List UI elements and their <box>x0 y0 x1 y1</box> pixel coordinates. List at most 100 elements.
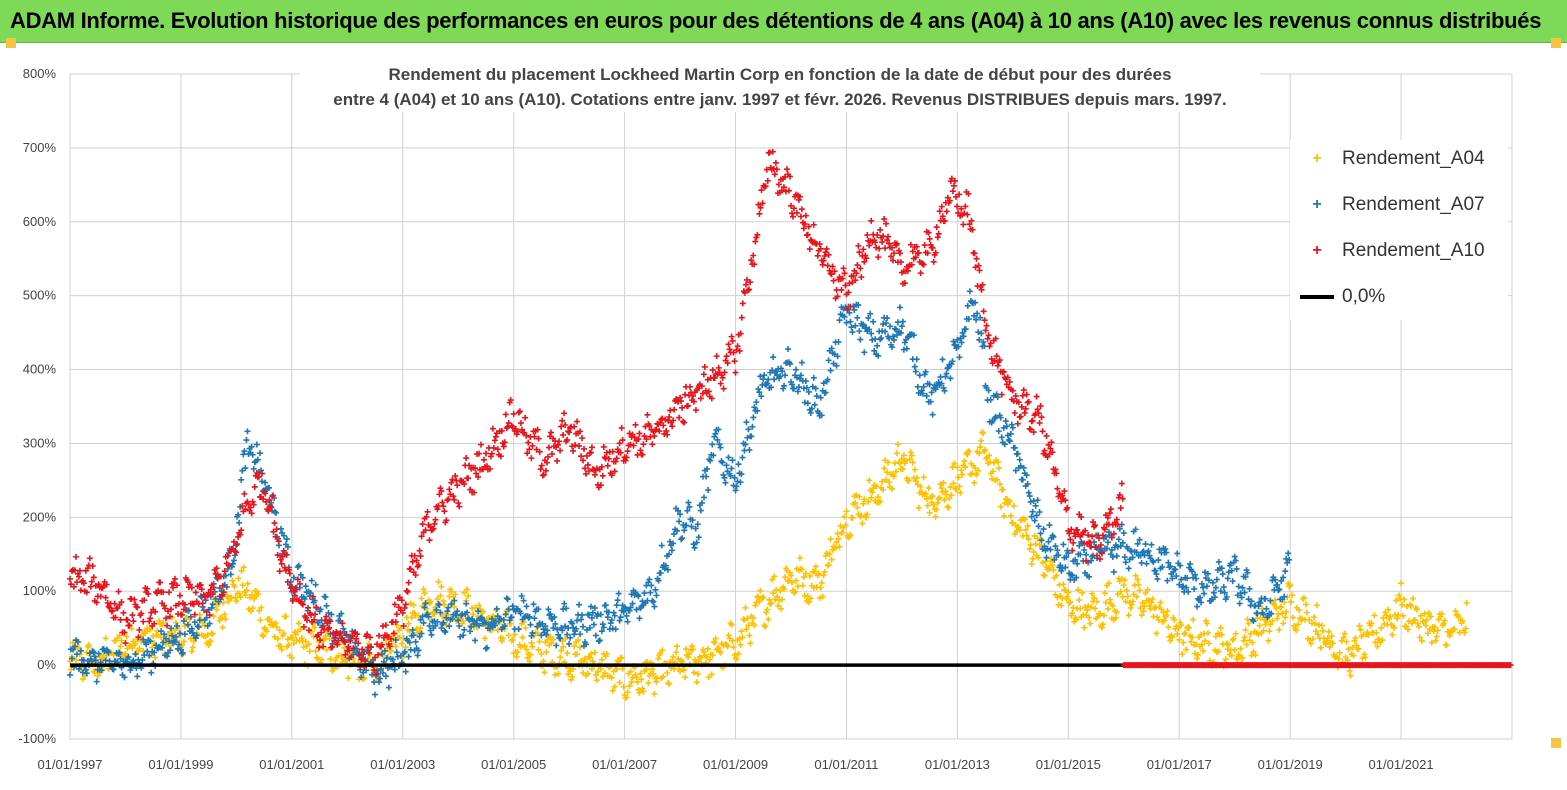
data-point-a04 <box>1463 599 1470 606</box>
data-point-a10 <box>454 482 461 489</box>
data-point-a04 <box>1395 611 1402 618</box>
data-point-a07 <box>328 611 335 618</box>
data-point-a04 <box>1352 634 1359 641</box>
data-point-a04 <box>564 650 571 657</box>
data-point-a07 <box>381 647 388 654</box>
data-point-a07 <box>1003 423 1010 430</box>
data-point-a04 <box>937 481 944 488</box>
data-point-a10 <box>1026 425 1033 432</box>
data-point-a04 <box>238 567 245 574</box>
data-point-a10 <box>1035 410 1042 417</box>
data-point-a07 <box>1113 553 1120 560</box>
data-point-a07 <box>761 372 768 379</box>
data-point-a04 <box>1127 604 1134 611</box>
data-point-a07 <box>224 565 231 572</box>
data-point-a10 <box>88 578 95 585</box>
data-point-a10 <box>585 468 592 475</box>
data-point-a07 <box>273 509 279 516</box>
data-point-a10 <box>545 444 552 451</box>
data-point-a04 <box>1383 612 1390 619</box>
data-point-a07 <box>567 634 574 641</box>
data-point-a10 <box>225 562 232 569</box>
data-point-a10 <box>985 332 992 339</box>
data-point-a10 <box>927 241 934 248</box>
data-point-a04 <box>1279 610 1286 617</box>
data-point-a07 <box>658 542 665 549</box>
data-point-a10 <box>786 173 793 180</box>
data-point-a10 <box>1011 410 1018 417</box>
data-point-a07 <box>589 609 596 616</box>
data-point-a10 <box>671 406 678 413</box>
data-point-a10 <box>437 485 444 492</box>
data-point-a07 <box>73 651 80 658</box>
data-point-a10 <box>272 533 279 540</box>
data-point-a07 <box>376 679 382 686</box>
data-point-a10 <box>890 257 897 264</box>
data-point-a04 <box>558 647 565 654</box>
data-point-a04 <box>1109 602 1116 609</box>
data-point-a10 <box>129 612 136 619</box>
data-point-a04 <box>1180 639 1187 646</box>
data-point-a07 <box>824 376 831 383</box>
data-point-a07 <box>228 563 235 570</box>
data-point-a04 <box>1353 642 1360 649</box>
data-point-a10 <box>737 330 744 337</box>
data-point-a07 <box>866 326 873 333</box>
data-point-a04 <box>697 655 704 662</box>
data-point-a04 <box>132 641 139 648</box>
data-point-a07 <box>653 592 660 599</box>
data-point-a04 <box>568 676 575 683</box>
data-point-a10 <box>1017 413 1024 420</box>
data-point-a10 <box>571 423 578 430</box>
data-point-a07 <box>116 649 123 656</box>
data-point-a04 <box>833 539 840 546</box>
data-point-a04 <box>623 694 630 701</box>
data-point-a04 <box>102 635 109 642</box>
data-point-a10 <box>637 447 644 454</box>
data-point-a07 <box>372 691 379 698</box>
y-tick-label: -100% <box>18 731 56 746</box>
data-point-a04 <box>976 450 983 457</box>
data-point-a04 <box>314 655 321 662</box>
corner-top-left-marker <box>6 38 16 48</box>
data-point-a04 <box>1428 639 1435 646</box>
data-point-a10 <box>378 641 385 648</box>
data-point-a04 <box>892 468 899 475</box>
data-point-a10 <box>1078 514 1085 521</box>
data-point-a10 <box>725 341 732 348</box>
data-point-a07 <box>1191 585 1198 592</box>
data-point-a10 <box>881 216 888 223</box>
data-point-a10 <box>439 499 446 506</box>
data-point-a07 <box>978 330 985 337</box>
data-point-a07 <box>938 380 945 387</box>
data-point-a07 <box>416 633 423 640</box>
data-point-a04 <box>688 643 695 650</box>
data-point-a07 <box>1169 575 1176 582</box>
data-point-a10 <box>1092 522 1099 529</box>
data-point-a07 <box>1029 508 1036 515</box>
data-point-a10 <box>1021 409 1028 416</box>
data-point-a07 <box>1192 571 1199 578</box>
data-point-a07 <box>597 611 604 618</box>
data-point-a07 <box>674 527 681 534</box>
data-point-a04 <box>529 643 536 650</box>
data-point-a10 <box>904 267 911 274</box>
data-point-a07 <box>545 606 552 613</box>
data-point-a10 <box>635 436 642 443</box>
data-point-a04 <box>1140 608 1147 615</box>
data-point-a07 <box>1172 566 1179 573</box>
data-point-a10 <box>1087 539 1094 546</box>
data-point-a04 <box>136 645 143 652</box>
data-point-a10 <box>157 579 164 586</box>
data-point-a04 <box>693 679 700 686</box>
data-point-a04 <box>417 624 424 631</box>
data-point-a07 <box>742 441 749 448</box>
data-point-a04 <box>900 452 907 459</box>
data-point-a10 <box>487 453 494 460</box>
data-point-a07 <box>835 338 842 345</box>
data-point-a07 <box>956 354 963 361</box>
data-point-a10 <box>241 490 248 497</box>
data-point-a07 <box>1036 509 1043 516</box>
data-point-a04 <box>1041 572 1048 579</box>
data-point-a10 <box>713 353 720 360</box>
